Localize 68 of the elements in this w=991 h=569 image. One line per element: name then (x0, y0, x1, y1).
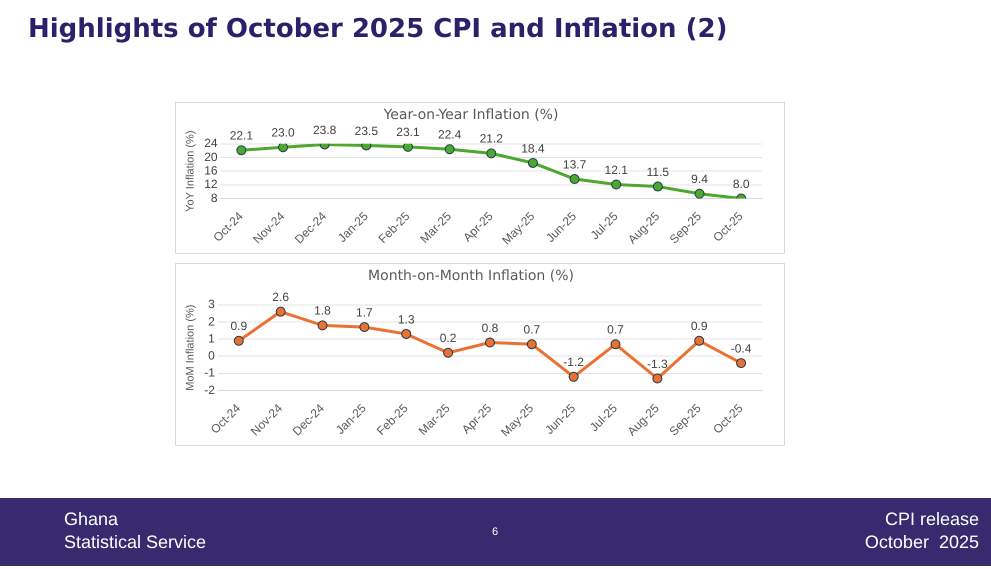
y-tick-label: 1 (208, 331, 216, 346)
data-label: 1.8 (314, 304, 332, 318)
y-tick-label: 24 (204, 136, 218, 150)
point (570, 174, 580, 184)
data-label: 23.8 (312, 122, 337, 137)
text: CPI release October 2025 (864, 508, 979, 554)
point (736, 358, 746, 368)
data-label: -1.3 (647, 356, 668, 371)
chart-title: Year-on-Year Inflation (%) (382, 107, 558, 124)
y-tick-label: 0 (208, 348, 216, 363)
point (610, 339, 621, 350)
point (234, 336, 244, 346)
data-label: -0.4 (730, 341, 752, 356)
point (526, 339, 537, 350)
y-tick-label: 20 (204, 150, 218, 164)
data-label: 0.9 (690, 319, 708, 334)
data-label: -1.2 (563, 355, 584, 370)
y-tick-label: 3 (208, 297, 216, 312)
text: Ghana Statistical Service (64, 508, 206, 554)
point (611, 180, 622, 190)
point (652, 182, 663, 192)
point (359, 322, 370, 332)
chart-title: Month-on-Month Inflation (%) (368, 268, 574, 284)
point (484, 338, 495, 348)
data-label: 23.5 (354, 124, 378, 138)
data-label: 11.5 (646, 164, 670, 179)
y-axis-title: YoY Inflation (%) (184, 130, 197, 212)
y-tick-label: 16 (204, 163, 218, 178)
point (402, 144, 413, 152)
point (444, 144, 455, 154)
data-label: 1.7 (356, 305, 374, 320)
data-label: 0.7 (607, 322, 624, 337)
data-label: 23.0 (271, 126, 296, 140)
data-label: 22.4 (438, 128, 462, 142)
point (443, 348, 454, 358)
data-label: 23.1 (396, 125, 420, 140)
point (486, 148, 496, 158)
point (694, 188, 705, 199)
point (694, 336, 704, 346)
data-label: 0.7 (523, 322, 540, 337)
text: Highlights of October 2025 CPI and Inflation (2) (28, 14, 728, 44)
point (528, 158, 538, 168)
data-label: 8.0 (732, 176, 750, 191)
y-tick-label: -1 (204, 366, 216, 380)
point (401, 328, 412, 339)
y-tick-label: 2 (208, 314, 216, 328)
data-label: 21.2 (480, 132, 504, 146)
y-tick-label: 12 (204, 177, 218, 192)
point (568, 372, 579, 382)
data-label: 12.1 (604, 162, 628, 177)
point (276, 306, 286, 317)
data-label: 9.4 (691, 172, 708, 186)
data-label: 0.9 (230, 319, 248, 334)
data-label: 0.2 (440, 331, 457, 346)
y-tick-label: -2 (204, 382, 216, 397)
text: 6 (492, 526, 498, 538)
data-label: 22.1 (230, 128, 254, 143)
data-label: 18.4 (521, 141, 545, 156)
data-label: 13.7 (562, 157, 587, 172)
data-label: 1.3 (398, 312, 415, 326)
y-axis-title: MoM Inflation (%) (184, 304, 197, 391)
data-label: 0.8 (482, 320, 499, 335)
point (318, 320, 328, 330)
data-label: 2.6 (272, 290, 290, 304)
point (278, 144, 288, 152)
y-tick-label: 8 (210, 190, 218, 205)
point (236, 145, 246, 156)
point (652, 374, 662, 384)
